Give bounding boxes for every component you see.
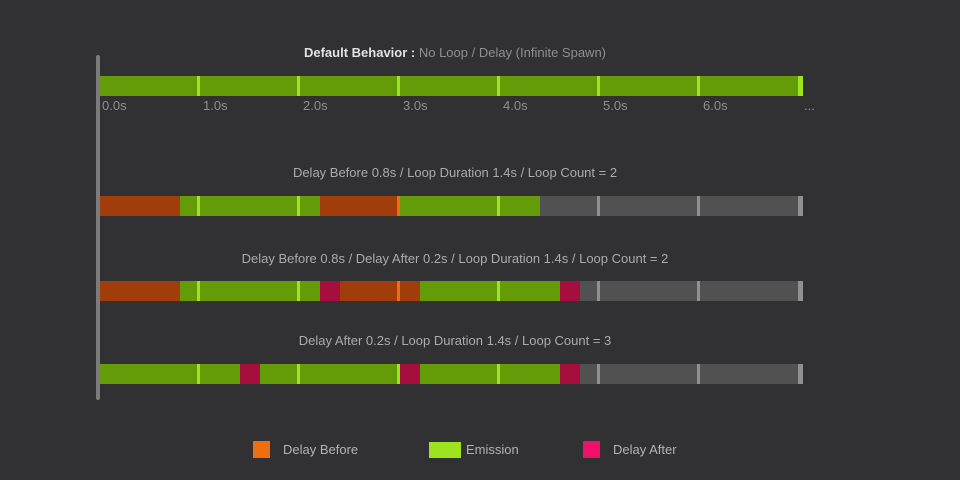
- second-tick: [297, 281, 300, 301]
- row-title-text: No Loop / Delay (Infinite Spawn): [415, 45, 607, 60]
- overflow-ellipsis: ...: [804, 98, 815, 113]
- time-label: 5.0s: [603, 98, 628, 113]
- second-tick: [297, 364, 300, 384]
- segment-delay-before: [320, 196, 400, 216]
- time-label: 0.0s: [102, 98, 127, 113]
- legend-label-delay-after: Delay After: [613, 442, 677, 457]
- segment-emission: [100, 364, 240, 384]
- timeline-bar: [100, 281, 803, 301]
- second-tick: [197, 196, 200, 216]
- second-tick: [197, 76, 200, 96]
- legend-label-delay-before: Delay Before: [283, 442, 359, 457]
- segment-inactive: [580, 281, 803, 301]
- time-label: 2.0s: [303, 98, 328, 113]
- second-tick: [397, 196, 400, 216]
- segment-delay-before: [100, 281, 180, 301]
- segment-inactive: [540, 196, 803, 216]
- second-tick: [297, 76, 300, 96]
- segment-emission: [420, 364, 560, 384]
- second-tick: [697, 196, 700, 216]
- legend-swatch-delay-after: [583, 441, 600, 458]
- second-tick: [497, 364, 500, 384]
- timeline-bar: [100, 76, 803, 96]
- second-tick: [497, 76, 500, 96]
- second-tick: [697, 281, 700, 301]
- second-tick: [697, 364, 700, 384]
- segment-emission: [180, 281, 320, 301]
- second-tick: [497, 281, 500, 301]
- bar-end-cap: [798, 76, 803, 96]
- timeline-axis-line: [96, 55, 100, 400]
- second-tick: [497, 196, 500, 216]
- row-title: Delay Before 0.8s / Delay After 0.2s / L…: [241, 251, 669, 266]
- segment-delay-after: [320, 281, 340, 301]
- timeline-bar: [100, 364, 803, 384]
- row-title: Delay Before 0.8s / Loop Duration 1.4s /…: [292, 165, 618, 180]
- segment-emission: [420, 281, 560, 301]
- segment-emission: [180, 196, 320, 216]
- second-tick: [597, 281, 600, 301]
- second-tick: [597, 196, 600, 216]
- time-label: 6.0s: [703, 98, 728, 113]
- legend-swatch-emission: [429, 442, 461, 458]
- second-tick: [397, 281, 400, 301]
- segment-delay-after: [400, 364, 420, 384]
- bar-end-cap: [798, 281, 803, 301]
- segment-delay-before: [340, 281, 420, 301]
- segment-emission: [100, 76, 803, 96]
- time-label: 1.0s: [203, 98, 228, 113]
- segment-delay-after: [240, 364, 260, 384]
- second-tick: [397, 76, 400, 96]
- row-title-bold: Default Behavior :: [303, 45, 416, 60]
- segment-delay-after: [560, 364, 580, 384]
- second-tick: [297, 196, 300, 216]
- bar-end-cap: [798, 196, 803, 216]
- row-title: Default Behavior : No Loop / Delay (Infi…: [100, 46, 810, 60]
- segment-delay-after: [560, 281, 580, 301]
- row-title: Delay After 0.2s / Loop Duration 1.4s / …: [298, 333, 612, 348]
- bar-end-cap: [798, 364, 803, 384]
- second-tick: [697, 76, 700, 96]
- second-tick: [197, 364, 200, 384]
- segment-emission: [260, 364, 400, 384]
- segment-delay-before: [100, 196, 180, 216]
- second-tick: [397, 364, 400, 384]
- segment-emission: [400, 196, 540, 216]
- legend-label-emission: Emission: [466, 442, 519, 457]
- time-label: 3.0s: [403, 98, 428, 113]
- segment-inactive: [580, 364, 803, 384]
- time-label: 4.0s: [503, 98, 528, 113]
- legend-swatch-delay-before: [253, 441, 270, 458]
- second-tick: [597, 76, 600, 96]
- second-tick: [597, 364, 600, 384]
- second-tick: [197, 281, 200, 301]
- timeline-bar: [100, 196, 803, 216]
